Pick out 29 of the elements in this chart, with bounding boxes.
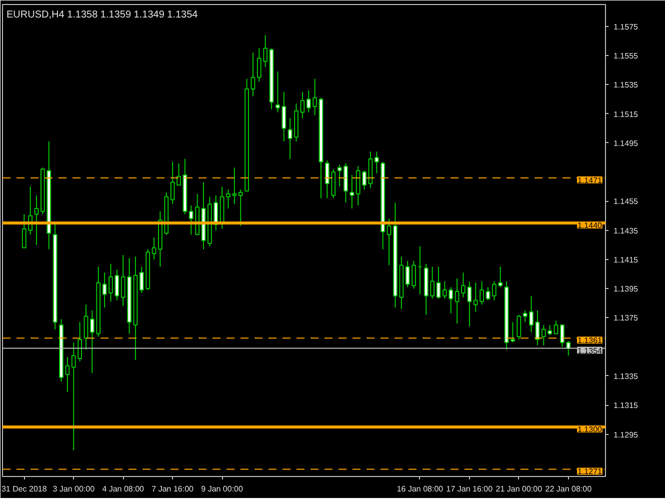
y-tick-label: 1.1375 (614, 314, 639, 323)
x-tick-label: 21 Jan 00:00 (496, 484, 543, 494)
y-tick-label: 1.1415 (614, 255, 639, 264)
ref-line-label: 1.1300 (578, 424, 603, 434)
ref-line-label: 1.1440 (578, 221, 603, 230)
y-tick-label: 1.1295 (614, 430, 639, 440)
y-tick-label: 1.1575 (614, 22, 639, 32)
x-tick-label: 17 Jan 16:00 (446, 484, 494, 494)
x-tick-label: 22 Jan 08:00 (545, 484, 592, 494)
y-tick-label: 1.1395 (614, 284, 639, 294)
y-tick-label: 1.1515 (614, 110, 639, 119)
y-tick-label: 1.1535 (614, 80, 639, 90)
y-tick-label: 1.1555 (614, 51, 639, 60)
y-tick-label: 1.1335 (614, 372, 639, 381)
x-tick-label: 31 Dec 2018 (1, 484, 48, 494)
x-tick-label: 4 Jan 08:00 (102, 484, 145, 494)
x-tick-label: 16 Jan 08:00 (396, 484, 444, 494)
text: EURUSD,H4 1.1358 1.1359 1.1349 1.1354 (6, 10, 198, 20)
y-tick-label: 1.1315 (614, 401, 639, 410)
x-tick-label: 3 Jan 00:00 (52, 484, 96, 494)
ref-line-label: 1.1361 (578, 336, 603, 346)
ref-line-label: 1.1354 (578, 346, 603, 356)
ref-line-label: 1.1471 (578, 176, 603, 185)
y-tick-label: 1.1455 (614, 197, 639, 206)
ref-line-label: 1.1271 (578, 467, 603, 476)
y-tick-label: 1.1495 (614, 138, 639, 148)
x-tick-label: 7 Jan 16:00 (152, 484, 194, 494)
x-tick-label: 9 Jan 00:00 (201, 484, 244, 494)
y-tick-label: 1.1435 (614, 226, 639, 236)
